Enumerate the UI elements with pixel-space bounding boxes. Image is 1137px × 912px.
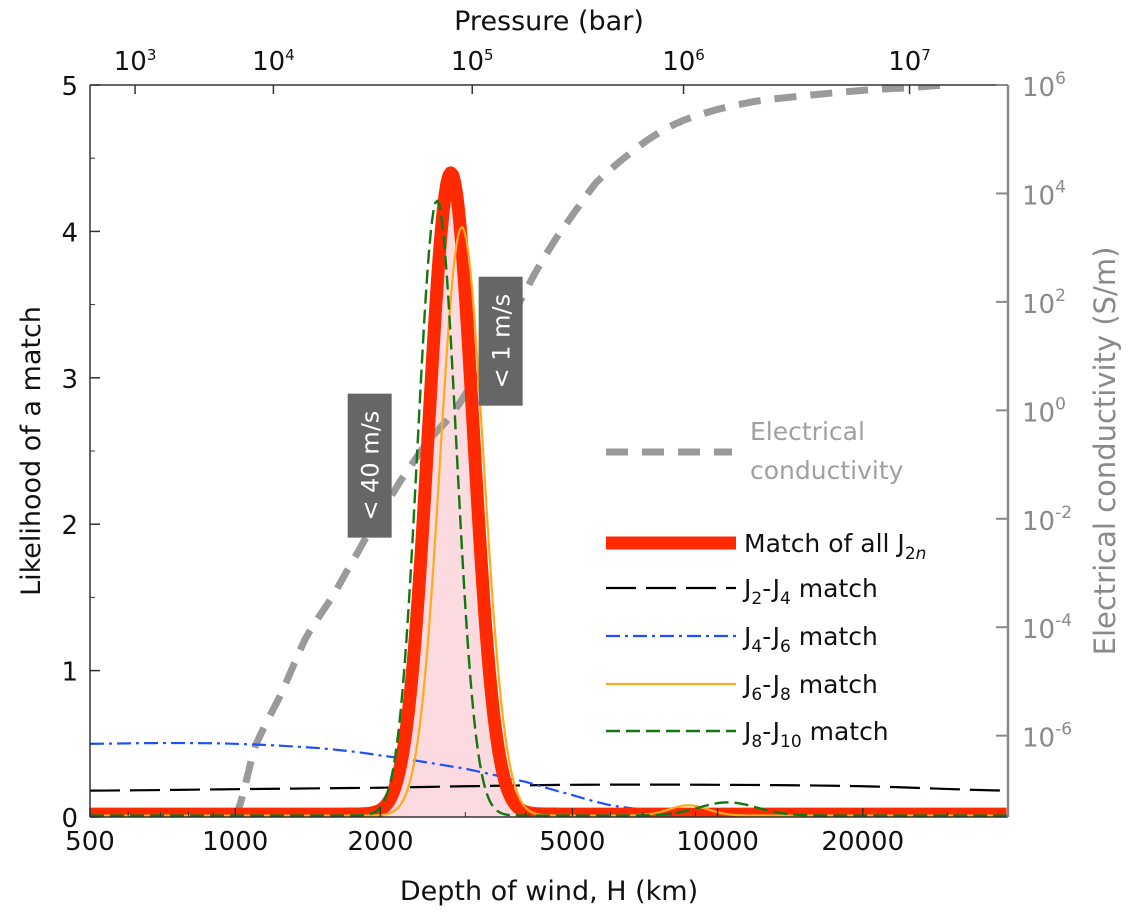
top-tick-label: 106 <box>662 46 705 77</box>
legend-label-main: Match of all J <box>744 529 905 558</box>
right-tick-label: 10-2 <box>1022 503 1072 537</box>
legend-label-sub-italic: n <box>916 544 927 564</box>
legend-label-part: J <box>742 670 751 699</box>
series-line-3 <box>90 741 1008 817</box>
top-tick-exp: 6 <box>695 46 705 64</box>
top-tick-base: 10 <box>888 47 921 77</box>
top-tick-base: 10 <box>451 47 484 77</box>
legend-label-sub: 2 <box>751 589 762 609</box>
right-tick-exp: -2 <box>1055 503 1072 523</box>
top-tick-base: 10 <box>252 47 285 77</box>
top-axis-title: Pressure (bar) <box>454 6 644 37</box>
legend-label-part: -J <box>762 622 780 651</box>
legend-label-1: J2-J4 match <box>742 574 878 609</box>
right-tick-exp: -4 <box>1055 611 1072 631</box>
right-tick-base: 10 <box>1022 507 1055 537</box>
legend-label-sub: 8 <box>751 732 762 752</box>
legend-label-conductivity-2: conductivity <box>750 456 904 485</box>
top-tick-exp: 5 <box>484 46 494 64</box>
annotation-box-0: < 40 m/s <box>347 393 392 538</box>
right-axis-title: Electrical conductivity (S/m) <box>1088 247 1122 656</box>
annotation-rect <box>347 393 392 538</box>
x-tick-label: 5000 <box>539 827 605 857</box>
right-tick-label: 10-4 <box>1022 611 1072 645</box>
legend-label-part: J <box>742 574 751 603</box>
legend-label-sub: 4 <box>780 589 791 609</box>
legend-label-conductivity-1: Electrical <box>750 417 865 446</box>
top-tick-label: 104 <box>252 46 295 77</box>
legend-label-sub: 6 <box>780 637 791 657</box>
legend-label-part: J <box>742 622 751 651</box>
legend-label-0: Match of all J2n <box>744 529 926 564</box>
legend-label-part: match <box>791 670 878 699</box>
top-tick-label: 103 <box>114 46 157 77</box>
legend-label-part: match <box>791 622 878 651</box>
x-tick-label: 500 <box>65 827 115 857</box>
annotation-text: < 40 m/s <box>357 411 385 521</box>
right-tick-base: 10 <box>1022 73 1055 103</box>
right-tick-label: 102 <box>1022 286 1066 320</box>
series-layer <box>90 85 1008 817</box>
right-tick-base: 10 <box>1022 615 1055 645</box>
legend-label-part: J <box>742 717 751 746</box>
top-tick-label: 105 <box>451 46 494 77</box>
right-tick-exp: 6 <box>1055 69 1066 89</box>
y-tick-label: 5 <box>61 72 78 102</box>
series-line-1 <box>90 166 1008 817</box>
y-tick-label: 0 <box>61 804 78 834</box>
right-tick-exp: 4 <box>1055 177 1066 197</box>
annotation-layer: < 40 m/s < 1 m/s <box>347 276 523 538</box>
series-line-2 <box>90 783 1008 792</box>
legend-label-2: J4-J6 match <box>742 622 878 657</box>
legend-label-3: J6-J8 match <box>742 670 878 705</box>
y-tick-label: 2 <box>61 511 78 541</box>
annotation-box-1: < 1 m/s <box>478 276 523 406</box>
right-tick-base: 10 <box>1022 181 1055 211</box>
legend-label-sub: 10 <box>780 732 802 752</box>
y-tick-label: 1 <box>61 658 78 688</box>
y-axis-title: Likelihood of a match <box>16 306 47 596</box>
legend-label-part: -J <box>762 717 780 746</box>
legend-label-sub: 8 <box>780 685 791 705</box>
x-tick-label: 10000 <box>676 827 759 857</box>
top-tick-base: 10 <box>114 47 147 77</box>
right-tick-exp: 0 <box>1055 394 1066 414</box>
x-tick-label: 20000 <box>821 827 904 857</box>
legend-label-part: -J <box>762 574 780 603</box>
legend-label-sub: 6 <box>751 685 762 705</box>
legend-label-part: -J <box>762 670 780 699</box>
legend-label-sub: 4 <box>751 637 762 657</box>
right-tick-base: 10 <box>1022 724 1055 754</box>
x-axis-title: Depth of wind, H (km) <box>400 876 698 907</box>
top-tick-label: 107 <box>888 46 931 77</box>
right-tick-exp: 2 <box>1055 286 1066 306</box>
legend-label-sub: 2 <box>905 544 916 564</box>
y-tick-label: 3 <box>61 365 78 395</box>
right-tick-exp: -6 <box>1055 720 1072 740</box>
top-tick-exp: 4 <box>285 46 295 64</box>
x-tick-label: 1000 <box>202 827 268 857</box>
top-tick-exp: 7 <box>921 46 931 64</box>
right-tick-label: 100 <box>1022 394 1066 428</box>
series-line-0 <box>232 85 948 817</box>
right-tick-label: 10-6 <box>1022 720 1072 754</box>
top-tick-base: 10 <box>662 47 695 77</box>
annotation-text: < 1 m/s <box>488 294 516 389</box>
series-line-5 <box>90 199 1007 817</box>
legend-label-4: J8-J10 match <box>742 717 889 752</box>
annotation-rect <box>478 276 523 406</box>
right-tick-base: 10 <box>1022 398 1055 428</box>
top-tick-exp: 3 <box>147 46 157 64</box>
y-tick-label: 4 <box>61 218 78 248</box>
legend-label-part: match <box>802 717 889 746</box>
x-tick-label: 2000 <box>347 827 413 857</box>
right-tick-label: 106 <box>1022 69 1066 103</box>
legend-label-part: match <box>791 574 878 603</box>
right-tick-label: 104 <box>1022 177 1066 211</box>
right-tick-base: 10 <box>1022 290 1055 320</box>
